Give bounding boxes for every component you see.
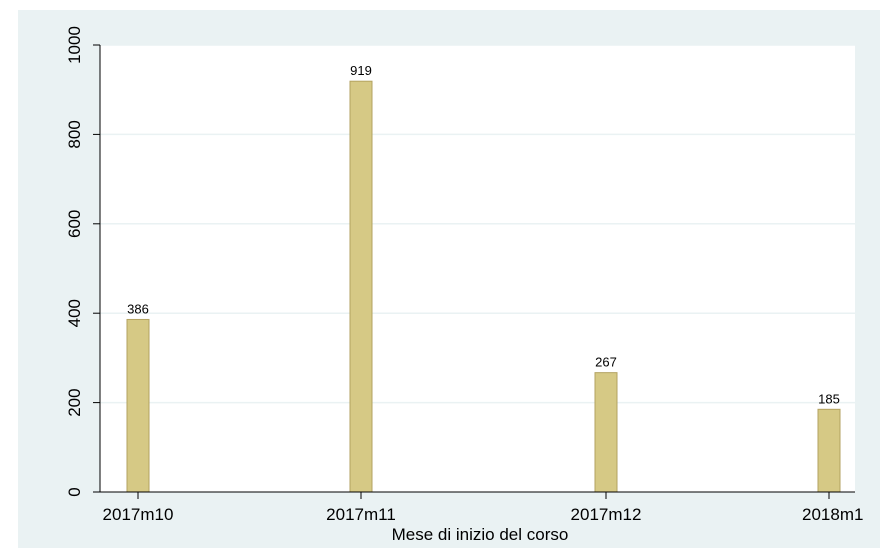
x-tick-label-2017m10: 2017m10 (103, 505, 174, 524)
plot-area (100, 45, 855, 492)
data-label-2017m10: 386 (127, 301, 149, 316)
bar-2018m1 (817, 408, 841, 493)
x-axis: 2017m10 2017m11 2017m12 2018m1 (100, 491, 863, 524)
y-tick-label-400: 400 (65, 299, 84, 327)
gridlines (100, 44, 855, 404)
data-label-2018m1: 185 (818, 391, 840, 406)
y-tick-label-600: 600 (65, 210, 84, 238)
y-tick-label-1000: 1000 (65, 26, 84, 64)
data-label-2017m11: 919 (350, 63, 372, 78)
bar-2017m12 (594, 372, 618, 493)
y-tick-label-800: 800 (65, 120, 84, 148)
x-axis-title: Mese di inizio del corso (392, 525, 569, 544)
y-tick-label-200: 200 (65, 388, 84, 416)
data-labels: 386 919 267 185 (127, 63, 840, 406)
data-label-2017m12: 267 (595, 355, 617, 370)
y-axis: 0 200 400 600 800 1000 (65, 26, 101, 497)
y-tick-label-0: 0 (65, 487, 84, 496)
x-tick-label-2018m1: 2018m1 (802, 505, 863, 524)
bar-2017m10 (126, 318, 150, 493)
x-tick-label-2017m11: 2017m11 (326, 505, 396, 524)
x-tick-label-2017m12: 2017m12 (571, 505, 642, 524)
bar-2017m11 (349, 80, 373, 493)
